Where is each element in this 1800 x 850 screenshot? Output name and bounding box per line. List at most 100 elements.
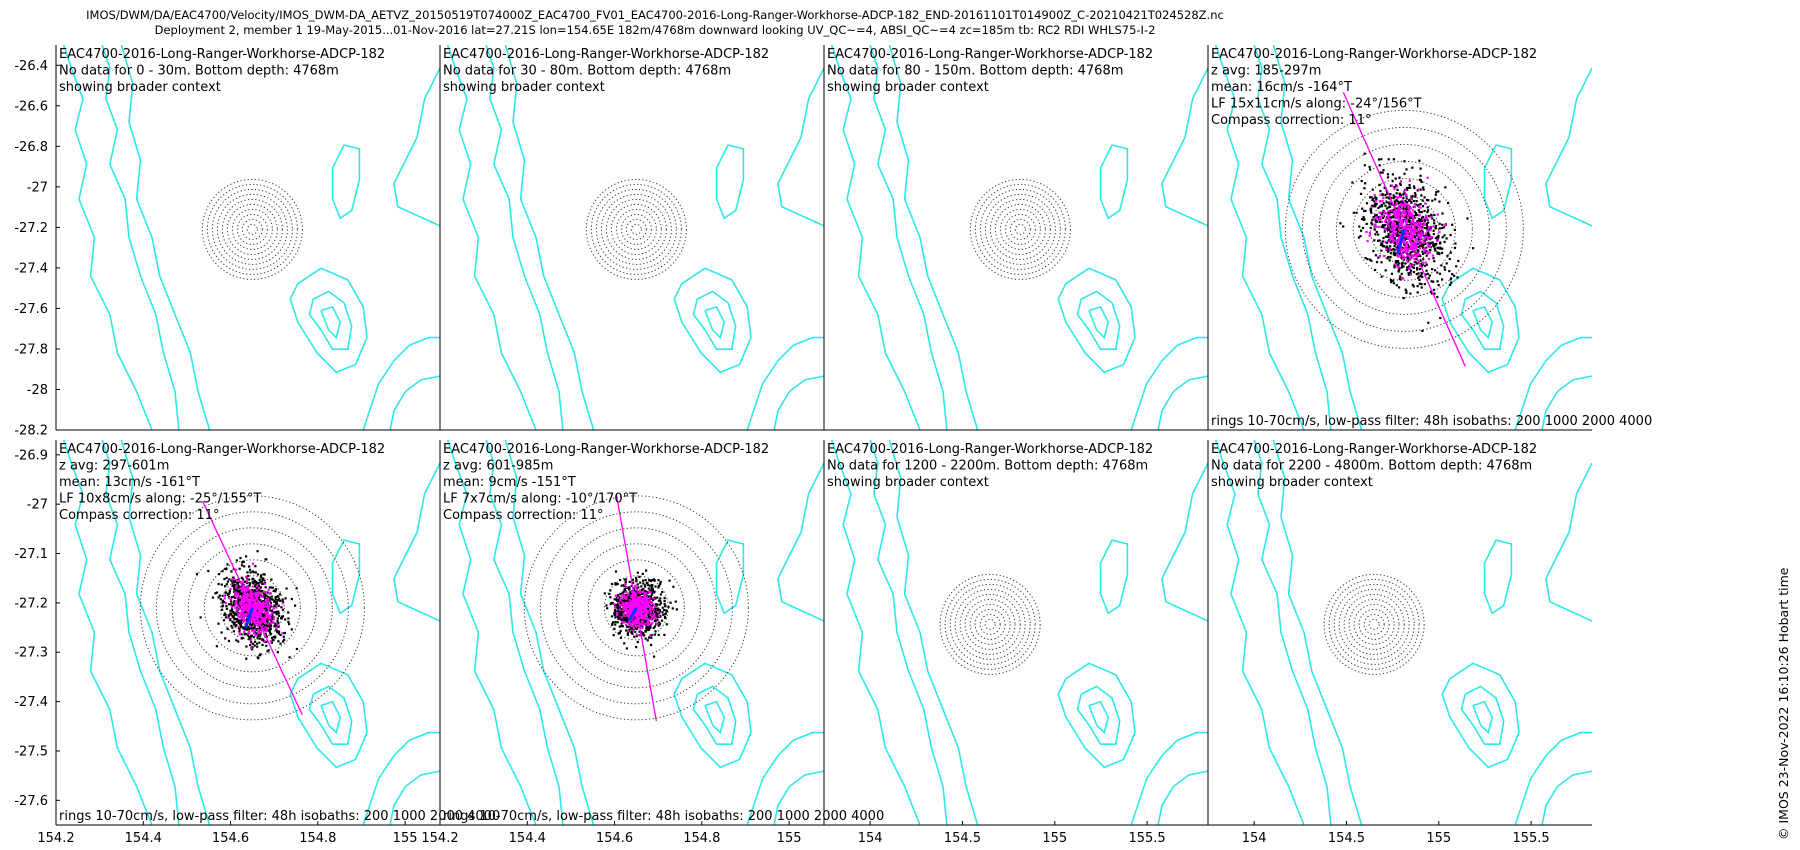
lowpass-point bbox=[627, 615, 631, 618]
raw-point bbox=[232, 580, 235, 583]
raw-point bbox=[1369, 196, 1372, 199]
lowpass-point bbox=[1404, 203, 1407, 206]
figure-subtitle: Deployment 2, member 1 19-May-2015...01-… bbox=[154, 23, 1156, 37]
raw-point bbox=[276, 619, 279, 623]
ring bbox=[620, 213, 652, 245]
raw-point bbox=[1375, 197, 1378, 200]
lowpass-point bbox=[247, 608, 250, 611]
raw-point bbox=[1424, 238, 1428, 241]
raw-point bbox=[1419, 179, 1422, 182]
raw-point bbox=[630, 630, 634, 633]
lowpass-point bbox=[1426, 229, 1429, 232]
lowpass-point bbox=[244, 599, 247, 602]
lowpass-point bbox=[1393, 187, 1396, 190]
raw-point bbox=[654, 585, 657, 588]
raw-point bbox=[1449, 278, 1452, 281]
lowpass-point bbox=[254, 612, 257, 615]
raw-point bbox=[1392, 197, 1395, 200]
raw-point bbox=[615, 598, 618, 601]
lowpass-point bbox=[247, 630, 250, 634]
lowpass-point bbox=[260, 595, 263, 599]
raw-point bbox=[230, 596, 233, 599]
raw-point bbox=[616, 604, 619, 607]
raw-point bbox=[1387, 256, 1390, 259]
raw-point bbox=[620, 608, 623, 611]
raw-point bbox=[616, 621, 619, 624]
lowpass-point bbox=[653, 616, 656, 619]
lowpass-point bbox=[255, 614, 258, 617]
raw-point bbox=[245, 633, 248, 636]
lowpass-point bbox=[1432, 225, 1435, 228]
raw-point bbox=[221, 599, 224, 602]
lowpass-point bbox=[629, 599, 632, 602]
raw-point bbox=[1363, 187, 1366, 190]
raw-point bbox=[1453, 274, 1456, 277]
lowpass-point bbox=[245, 600, 248, 603]
raw-point bbox=[611, 602, 614, 605]
raw-point bbox=[270, 641, 273, 644]
x-tick-label: 155 bbox=[777, 831, 802, 846]
raw-point bbox=[1405, 208, 1408, 211]
lowpass-point bbox=[621, 594, 624, 597]
raw-point bbox=[1406, 201, 1409, 204]
raw-point bbox=[1403, 160, 1406, 163]
lowpass-point bbox=[242, 594, 245, 597]
lowpass-point bbox=[254, 606, 257, 609]
raw-point bbox=[1374, 202, 1377, 205]
raw-point bbox=[259, 581, 262, 584]
lowpass-point bbox=[1393, 210, 1397, 213]
raw-point bbox=[1421, 245, 1424, 248]
raw-point bbox=[265, 635, 268, 638]
ring bbox=[1318, 143, 1490, 315]
lowpass-point bbox=[1418, 253, 1421, 256]
raw-point bbox=[1427, 234, 1431, 237]
lowpass-point bbox=[1391, 224, 1395, 227]
lowpass-point bbox=[255, 597, 258, 600]
lowpass-point bbox=[1420, 232, 1423, 235]
y-tick-label: -27 bbox=[27, 498, 48, 513]
lowpass-point bbox=[259, 620, 262, 623]
lowpass-point bbox=[625, 603, 628, 606]
raw-point bbox=[228, 589, 231, 593]
raw-point bbox=[248, 636, 251, 639]
raw-point bbox=[254, 589, 257, 592]
isobath-line bbox=[830, 440, 921, 825]
raw-point bbox=[239, 593, 242, 596]
raw-point bbox=[614, 620, 617, 624]
raw-point bbox=[1385, 246, 1388, 249]
raw-point bbox=[646, 639, 649, 642]
raw-point bbox=[254, 571, 257, 574]
lowpass-point bbox=[241, 613, 244, 616]
raw-point bbox=[259, 576, 263, 579]
lowpass-point bbox=[648, 597, 651, 600]
raw-point bbox=[1381, 224, 1384, 227]
raw-point bbox=[230, 600, 233, 603]
raw-point bbox=[248, 565, 251, 568]
lowpass-point bbox=[1417, 188, 1420, 191]
lowpass-point bbox=[272, 607, 275, 610]
lowpass-point bbox=[636, 596, 639, 599]
raw-point bbox=[1364, 209, 1367, 213]
lowpass-point bbox=[1375, 225, 1378, 229]
lowpass-point bbox=[268, 618, 271, 621]
lowpass-point bbox=[629, 613, 632, 616]
lowpass-point bbox=[1423, 236, 1426, 239]
x-tick-label: 154.4 bbox=[509, 831, 546, 846]
raw-point bbox=[1382, 237, 1385, 240]
ring bbox=[1338, 588, 1410, 660]
lowpass-point bbox=[269, 604, 272, 607]
raw-point bbox=[1404, 288, 1407, 291]
lowpass-point bbox=[1402, 238, 1405, 241]
raw-point bbox=[287, 611, 290, 614]
lowpass-point bbox=[251, 629, 254, 632]
raw-point bbox=[650, 643, 653, 647]
lowpass-point bbox=[640, 602, 643, 605]
lowpass-point bbox=[1425, 235, 1429, 239]
raw-point bbox=[1393, 195, 1396, 199]
raw-point bbox=[1408, 199, 1411, 202]
ring bbox=[231, 208, 273, 250]
isobath-line bbox=[120, 45, 211, 430]
raw-point bbox=[1449, 251, 1452, 254]
raw-point bbox=[221, 594, 224, 597]
raw-point bbox=[1456, 276, 1459, 279]
